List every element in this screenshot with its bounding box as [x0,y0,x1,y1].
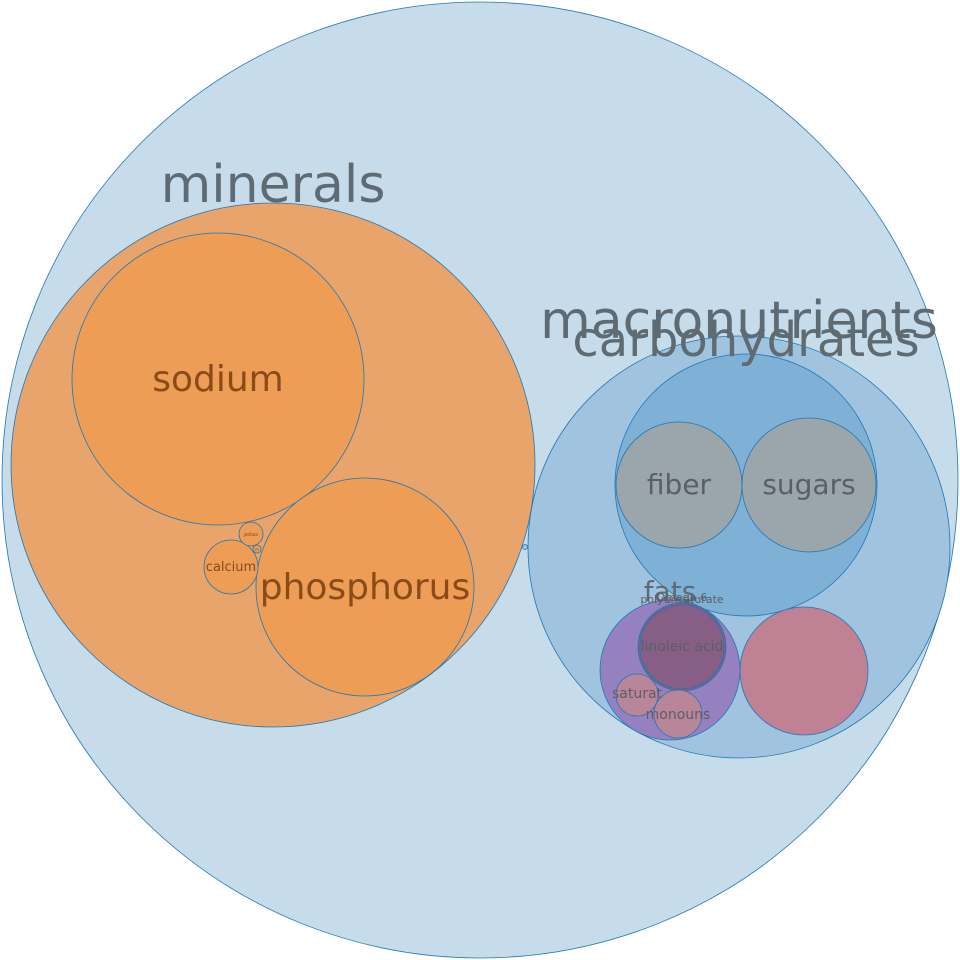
sodium-bubble [71,232,365,526]
sugars-bubble [741,417,877,553]
saturated-label: saturat [612,686,663,702]
macronutrients-label: macronutrients [540,291,938,351]
sugars-label: sugars [762,468,855,501]
linoleic-acid-bubble [639,604,725,690]
potassium-label: potas [244,532,258,538]
calcium-bubble [203,539,259,595]
monounsaturated-bubble [653,689,703,739]
sodium-label: sodium [152,359,284,400]
tiny-mineral-bubble [252,544,262,554]
calcium-label: calcium [206,560,256,575]
tiny-nutrient-dot [522,544,528,550]
phosphorus-bubble [255,477,475,697]
fiber-label: fiber [647,468,712,501]
saturated-bubble [615,673,659,717]
minerals-label: minerals [161,155,386,215]
potassium-bubble [238,521,264,547]
phosphorus-label: phosphorus [260,567,471,608]
polyunsaturate-label: polyunsaturate [640,593,724,606]
monounsaturated-label: monouns [646,707,711,723]
protein-bubble [739,606,869,736]
fats-label: fats [644,575,697,608]
linoleic-acid-label: linoleic acid [641,639,724,655]
carbohydrates-label: carbohydrates [572,312,919,368]
tiny-mineral-label: m [255,547,259,552]
omega6-label: Omega-6 [657,591,708,604]
